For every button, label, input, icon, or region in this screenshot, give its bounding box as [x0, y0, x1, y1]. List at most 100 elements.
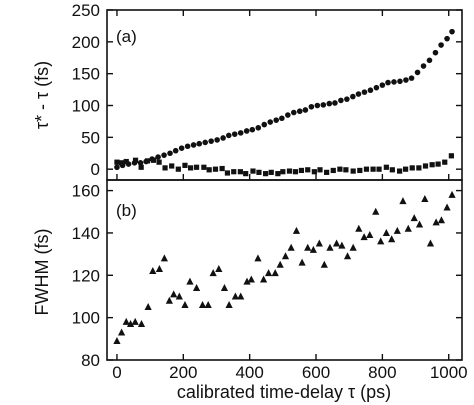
panel-a-series-1-point: [350, 168, 356, 174]
panel-a-series-1-point: [162, 165, 168, 171]
panel-a-series-0-point: [403, 77, 409, 83]
panel-a-series-0-point: [225, 132, 232, 139]
panel-a-series-0-point: [167, 150, 173, 157]
panel-a-series-1-point: [114, 159, 120, 165]
panel-b-series-0-point: [410, 214, 418, 222]
x-tick-label: 600: [302, 363, 330, 382]
panel-a-series-1-point: [144, 158, 151, 164]
panel-b-series-0-point: [315, 239, 323, 247]
panel-a-series-1-point: [376, 166, 382, 172]
panel-b-series-0-point: [343, 252, 352, 260]
panel-a-series-1-point: [397, 168, 403, 174]
panel-a-series-0-point: [237, 130, 244, 136]
panel-a-series-1-point: [182, 162, 188, 168]
panel-a-series-1-point: [188, 165, 194, 171]
panel-a-series-0-point: [432, 49, 439, 56]
panel-a-series-1-point: [169, 163, 175, 169]
panel-a-series-0-point: [332, 100, 338, 106]
panel-a-series-0-point: [208, 138, 214, 144]
panel-b-series-0-point: [426, 239, 435, 247]
panel-b-series-0-point: [292, 226, 301, 234]
panel-a-ylabel: τ* - τ (fs): [32, 61, 52, 129]
panel-a-series-0-point: [320, 102, 327, 108]
panel-a-series-0-point: [184, 143, 191, 150]
panel-a-series-1-point: [298, 167, 305, 174]
panel-b-series-0-point: [372, 207, 380, 215]
panel-b-series-0-point: [443, 203, 451, 211]
panel-a-series-0-point: [302, 107, 309, 113]
panel-a-series-1-point: [150, 157, 157, 163]
x-tick-label: 200: [169, 363, 197, 382]
panel-a-series-1-point: [324, 169, 330, 175]
panel-b-series-0-point: [215, 264, 223, 272]
panel-a-series-0-point: [161, 152, 167, 158]
panel-a-series-0-point: [420, 63, 427, 69]
panel-b-series-0-point: [298, 258, 306, 266]
panel-b-series-0-point: [181, 300, 189, 308]
panel-a-series-1-point: [343, 167, 349, 173]
panel-a-series-1-point: [280, 169, 286, 175]
panel-a-series-1-point: [305, 167, 311, 173]
panel-b-series-0-point: [137, 320, 146, 327]
panel-b-series-0-point: [254, 254, 262, 262]
panel-b-yticks: 80 100 120 140 160: [72, 182, 462, 370]
panel-b-series-0-point: [175, 292, 183, 300]
panel-a-series-0-point: [338, 97, 344, 104]
panel-b-series-0-point: [209, 269, 217, 277]
panel-a-series-1-point: [422, 163, 429, 169]
panel-b-ytick-label: 80: [81, 351, 100, 370]
panel-b-series-0-point: [421, 195, 429, 203]
panel-b-series-0-point: [276, 260, 284, 268]
panel-a-series-1-point: [383, 164, 389, 170]
panel-a-series-0-point: [361, 89, 368, 95]
panel-a-series-1-point: [243, 171, 249, 177]
panel-a-series-1-point: [363, 166, 370, 172]
panel-a-series-0-point: [220, 135, 226, 141]
panel-b-series-0-point: [366, 231, 374, 239]
panel-a-series-1-point: [330, 167, 336, 174]
panel-a-series-0-point: [414, 69, 421, 76]
panel-a-series-0-point: [190, 142, 197, 148]
x-tick-label: 400: [235, 363, 263, 382]
panel-a-series-1-point: [268, 169, 274, 175]
panel-b-series-0-point: [320, 260, 328, 268]
panel-a-series-1-point: [250, 168, 256, 174]
panel-a-series-0-point: [214, 137, 220, 143]
panel-b-series-0-point: [225, 300, 233, 308]
panel-b-series-0-point: [437, 216, 446, 224]
panel-b-series-0-point: [338, 241, 346, 249]
panel-a-label: (a): [116, 27, 137, 46]
panel-b-series-0-point: [264, 269, 273, 277]
panel-b-series-0-point: [247, 275, 255, 283]
panel-b-series-0-point: [404, 224, 412, 232]
panel-b-series-0-point: [399, 197, 407, 205]
panel-a-series-0-point: [308, 103, 315, 110]
panel-a-series-0-point: [261, 121, 268, 128]
panel-b-series-0-point: [432, 218, 440, 226]
panel-a-frame: [106, 9, 463, 181]
panel-a-series-1-point: [409, 165, 415, 171]
panel-a-series-0-point: [155, 154, 161, 160]
panel-b-series-0-point: [243, 277, 251, 285]
panel-a-series-0-point: [438, 42, 444, 48]
panel-a-series-1-point: [201, 164, 207, 170]
panel-a-series-1-point: [416, 165, 422, 171]
panel-a-series-0-point: [243, 128, 250, 134]
panel-a-series-1-point: [256, 169, 262, 175]
panel-a-series-1-point: [286, 168, 293, 174]
panel-a-series-0-point: [290, 109, 297, 116]
panel-a-series-0-point: [408, 75, 415, 81]
panel-a-series-1-point: [448, 153, 454, 159]
panel-a-series-0-point: [137, 160, 144, 166]
panel-b-series-0-point: [160, 254, 168, 262]
panel-a-series-0-point: [444, 35, 450, 42]
panel-a-series-1-point: [175, 166, 181, 172]
panel-b-label: (b): [116, 201, 137, 220]
panel-b-series-0-point: [204, 300, 212, 308]
panel-a-series-0-point: [326, 100, 333, 107]
panel-a-series-1-point: [193, 164, 200, 170]
panel-b-series-0-point: [382, 228, 390, 236]
panel-b-series-0-point: [192, 284, 201, 291]
